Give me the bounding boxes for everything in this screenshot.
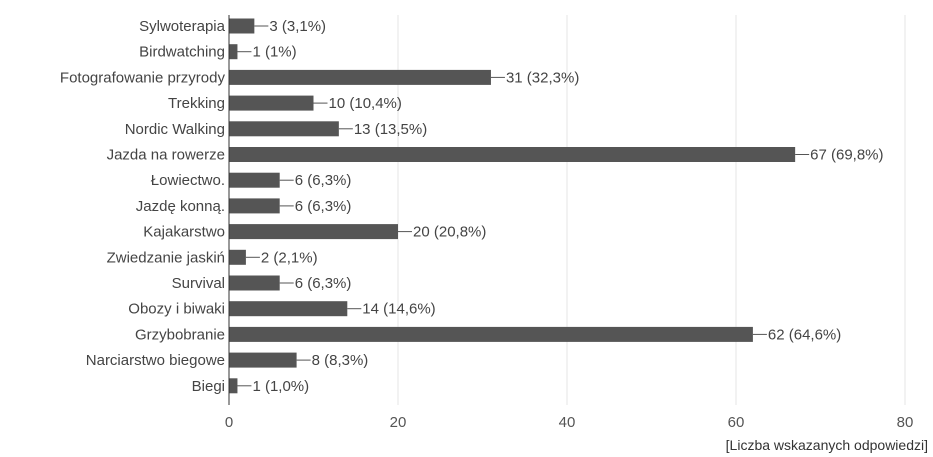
bar <box>229 224 398 240</box>
data-label: 62 (64,6%) <box>768 326 841 343</box>
data-label: 14 (14,6%) <box>362 301 435 318</box>
data-label: 13 (13,5%) <box>354 121 427 138</box>
data-label: 8 (8,3%) <box>312 352 369 369</box>
bar <box>229 378 238 394</box>
bar <box>229 198 280 214</box>
category-label: Jazda na rowerze <box>107 147 225 164</box>
data-label: 6 (6,3%) <box>295 172 352 189</box>
data-label: 6 (6,3%) <box>295 275 352 292</box>
category-label: Fotografowanie przyrody <box>60 69 226 86</box>
category-label: Obozy i biwaki <box>128 301 225 318</box>
category-label: Nordic Walking <box>125 121 225 138</box>
bar <box>229 326 753 342</box>
category-label: Łowiectwo. <box>151 172 225 189</box>
bar <box>229 44 238 60</box>
bar <box>229 147 796 162</box>
bar <box>229 275 280 291</box>
category-label: Grzybobranie <box>135 326 225 343</box>
data-labels: 3 (3,1%) 1 (1%) 31 (32,3%) 10 (10,4%) 13 (13… <box>237 18 884 395</box>
data-label: 10 (10,4%) <box>329 95 402 112</box>
x-tick-label: 0 <box>225 414 233 431</box>
category-label: Sylwoterapia <box>139 18 226 35</box>
data-label: 20 (20,8%) <box>413 224 486 241</box>
data-label: 1 (1%) <box>252 44 296 61</box>
category-label: Birdwatching <box>139 44 225 61</box>
bar <box>229 69 491 85</box>
category-labels: Sylwoterapia Birdwatching Fotografowanie p… <box>60 18 226 395</box>
data-label: 31 (32,3%) <box>506 69 579 86</box>
category-label: Trekking <box>168 95 225 112</box>
data-label: 3 (3,1%) <box>269 18 326 35</box>
bar <box>229 18 255 34</box>
category-label: Biegi <box>192 378 225 395</box>
x-tick-label: 40 <box>559 414 576 431</box>
category-label: Jazdę konną. <box>136 198 225 215</box>
data-label: 6 (6,3%) <box>295 198 352 215</box>
category-label: Survival <box>172 275 225 292</box>
x-axis-title: [Liczba wskazanych odpowiedzi] <box>726 437 928 453</box>
bar <box>229 249 246 265</box>
category-label: Kajakarstwo <box>143 224 225 241</box>
data-label: 67 (69,8%) <box>810 147 883 164</box>
category-label: Zwiedzanie jaskiń <box>107 249 225 266</box>
x-tick-label: 60 <box>728 414 745 431</box>
category-label: Narciarstwo biegowe <box>86 352 225 369</box>
data-label: 2 (2,1%) <box>261 249 318 266</box>
bar <box>229 352 297 368</box>
bar <box>229 172 280 188</box>
x-tick-labels: 0 20 40 60 80 <box>225 414 914 431</box>
bar <box>229 95 314 111</box>
bar <box>229 121 339 137</box>
x-tick-label: 80 <box>897 414 914 431</box>
bar <box>229 301 348 317</box>
x-tick-label: 20 <box>390 414 407 431</box>
data-label: 1 (1,0%) <box>252 378 309 395</box>
bars <box>229 18 796 394</box>
